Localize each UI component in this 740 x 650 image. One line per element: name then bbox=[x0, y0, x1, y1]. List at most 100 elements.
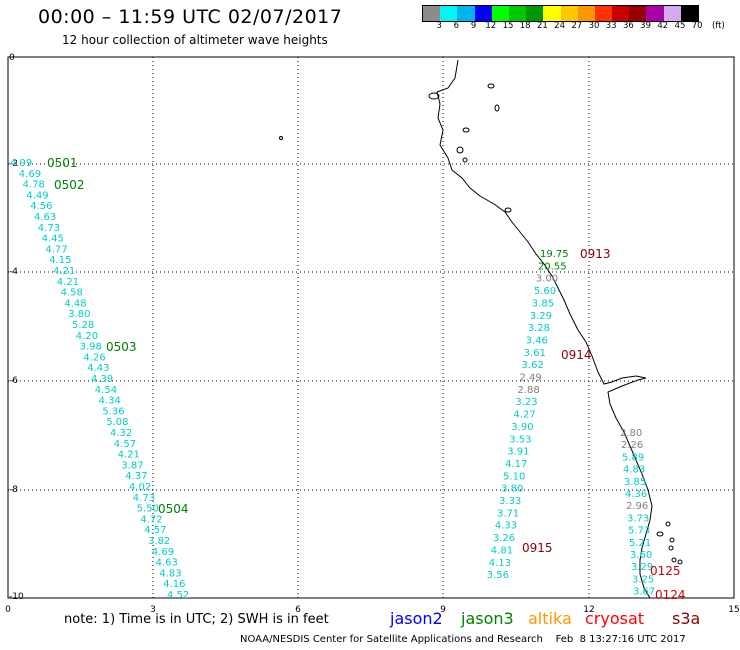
wave-height-value: 4.63 bbox=[156, 558, 178, 569]
pass-time-label: 0913 bbox=[580, 247, 611, 261]
wave-height-value: 3.80 bbox=[68, 309, 90, 320]
wave-height-value: 20.55 bbox=[538, 261, 567, 272]
wave-height-value: 4.78 bbox=[23, 180, 45, 191]
scale-label: 3 bbox=[436, 21, 442, 31]
scale-swatch bbox=[508, 6, 527, 21]
wave-height-value: 3.60 bbox=[630, 550, 652, 561]
wave-height-value: 4.77 bbox=[45, 244, 67, 255]
y-tick-label: -10 bbox=[9, 592, 24, 602]
scale-swatch bbox=[423, 6, 441, 21]
wave-height-value: 4.34 bbox=[99, 396, 121, 407]
legend-item-altika: altika bbox=[528, 609, 572, 628]
scale-label: 9 bbox=[470, 21, 477, 31]
wave-height-value: 3.87 bbox=[121, 460, 143, 471]
x-tick-label: 12 bbox=[583, 605, 594, 615]
island bbox=[456, 146, 464, 154]
wave-height-value: 3.85 bbox=[532, 298, 554, 309]
wave-height-value: 5.73 bbox=[628, 526, 650, 537]
wave-height-value: 5.10 bbox=[503, 471, 525, 482]
scale-label: 27 bbox=[571, 21, 583, 31]
island bbox=[504, 207, 512, 213]
island bbox=[677, 559, 683, 565]
wave-height-value: 5.28 bbox=[72, 320, 94, 331]
scale-label: 33 bbox=[605, 21, 617, 31]
pass-time-label: 0503 bbox=[106, 340, 137, 354]
scale-label: 45 bbox=[674, 21, 686, 31]
y-tick-label: 0 bbox=[9, 53, 15, 63]
island bbox=[494, 104, 500, 112]
island bbox=[428, 92, 440, 100]
wave-height-value: 4.32 bbox=[110, 428, 132, 439]
wave-height-value: 4.69 bbox=[19, 169, 41, 180]
wave-height-value: 4.17 bbox=[505, 459, 527, 470]
pass-time-label: 0124 bbox=[655, 588, 686, 602]
wave-height-value: 19.75 bbox=[540, 249, 569, 260]
wave-height-value: 3.67 bbox=[633, 587, 655, 598]
wave-height-value: 4.20 bbox=[76, 331, 98, 342]
scale-swatch bbox=[543, 6, 561, 21]
wave-height-value: 5.21 bbox=[629, 538, 651, 549]
scale-swatch bbox=[629, 6, 647, 21]
legend-item-s3a: s3a bbox=[672, 609, 701, 628]
island bbox=[487, 83, 495, 89]
wave-height-value: 3.62 bbox=[522, 360, 544, 371]
wave-height-value: 4.36 bbox=[625, 489, 647, 500]
scale-label: 24 bbox=[554, 21, 566, 31]
wave-height-value: 2.26 bbox=[621, 440, 643, 451]
scale-swatch bbox=[491, 6, 509, 21]
wave-height-value: 3.90 bbox=[511, 422, 533, 433]
pass-time-label: 0504 bbox=[158, 502, 189, 516]
y-tick-label: -4 bbox=[9, 267, 18, 277]
wave-height-value: 4.21 bbox=[118, 450, 140, 461]
scale-swatch bbox=[612, 6, 630, 21]
wave-height-value: 4.63 bbox=[34, 212, 56, 223]
wave-height-value: 3.91 bbox=[507, 447, 529, 458]
legend-item-jason3: jason3 bbox=[461, 609, 514, 628]
wave-height-value: 4.57 bbox=[144, 525, 166, 536]
wave-height-value: 4.21 bbox=[53, 266, 75, 277]
color-scale-labels: 3 6 9 12 15 18 21 24 27 30 33 36 39 42 45 70 (ft) bbox=[422, 21, 732, 33]
scale-swatch bbox=[440, 6, 458, 21]
island bbox=[665, 521, 671, 527]
footer-note: note: 1) Time is in UTC; 2) SWH is in fe… bbox=[64, 612, 329, 627]
scale-label: 15 bbox=[502, 21, 514, 31]
scale-swatch bbox=[457, 6, 475, 21]
wave-height-value: 4.56 bbox=[30, 201, 52, 212]
wave-height-value: 4.16 bbox=[163, 579, 185, 590]
x-tick-label: 6 bbox=[295, 605, 301, 615]
coastline bbox=[436, 59, 653, 599]
map-frame bbox=[7, 56, 735, 599]
wave-height-value: 3.29 bbox=[631, 562, 653, 573]
wave-height-value: 4.45 bbox=[42, 234, 64, 245]
scale-label: 70 bbox=[691, 21, 703, 31]
pass-time-label: 0914 bbox=[561, 348, 592, 362]
x-tick-label: 0 bbox=[5, 605, 11, 615]
scale-swatch bbox=[646, 6, 664, 21]
legend-item-cryosat: cryosat bbox=[585, 609, 645, 628]
scale-label: 30 bbox=[588, 21, 600, 31]
wave-height-value: 4.27 bbox=[513, 410, 535, 421]
wave-height-value: 4.73 bbox=[38, 223, 60, 234]
wave-height-value: 4.13 bbox=[489, 558, 511, 569]
island bbox=[668, 545, 674, 551]
scale-label: 21 bbox=[536, 21, 548, 31]
island bbox=[462, 157, 468, 163]
wave-height-value: 5.89 bbox=[622, 452, 644, 463]
wave-height-value: 4.81 bbox=[491, 545, 513, 556]
wave-height-value: 4.83 bbox=[623, 465, 645, 476]
color-scale bbox=[422, 5, 699, 22]
wave-height-value: 3.71 bbox=[497, 508, 519, 519]
island bbox=[671, 557, 677, 563]
wave-height-value: 3.73 bbox=[627, 513, 649, 524]
pass-time-label: 0125 bbox=[650, 564, 681, 578]
wave-height-value: 4.58 bbox=[61, 288, 83, 299]
credit-line: NOAA/NESDIS Center for Satellite Applica… bbox=[240, 634, 686, 645]
wave-height-value: 2.96 bbox=[626, 501, 648, 512]
wave-height-value: 2.88 bbox=[517, 385, 539, 396]
island bbox=[656, 531, 664, 537]
scale-label: 12 bbox=[485, 21, 497, 31]
wave-height-value: 4.15 bbox=[49, 255, 71, 266]
wave-height-value: 4.37 bbox=[125, 471, 147, 482]
wave-height-value: 3.85 bbox=[624, 477, 646, 488]
pass-time-label: 0501 bbox=[47, 156, 78, 170]
